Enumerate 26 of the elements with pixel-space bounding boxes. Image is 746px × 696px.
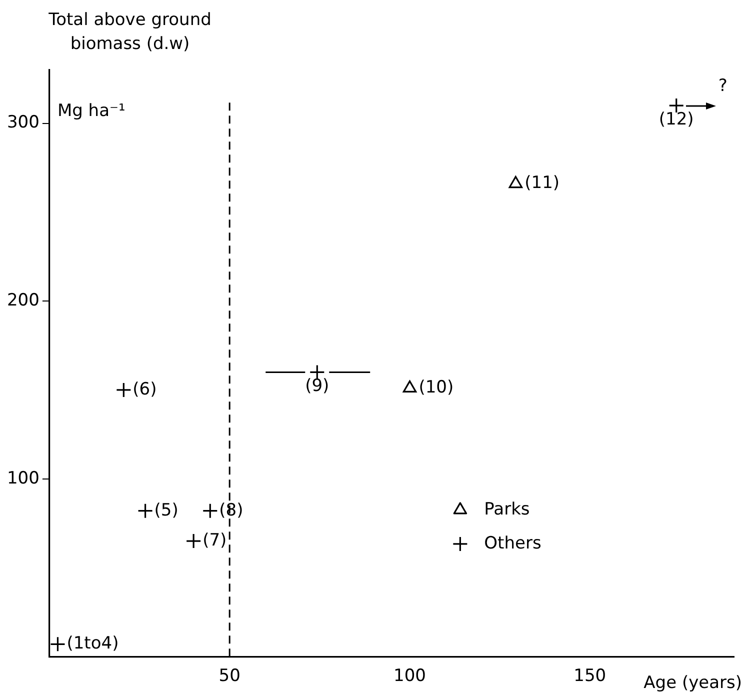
annotation: (12): [658, 109, 694, 130]
annotation: (6): [132, 379, 157, 400]
legend-label: Parks: [484, 499, 530, 520]
y-axis-title: Total above ground biomass (d.w): [48, 9, 212, 56]
annotation: (7): [202, 530, 227, 550]
point: [186, 533, 202, 549]
y-tick-label: 100: [6, 468, 40, 488]
annotation: (11): [524, 173, 560, 194]
y-tick-label: 200: [6, 290, 40, 311]
annotation: (8): [219, 500, 244, 520]
x-axis-title: Age (years): [644, 672, 742, 693]
point: [202, 503, 218, 519]
x-tick-label: 150: [574, 666, 606, 686]
legend-label: Others: [484, 533, 542, 554]
point: [137, 503, 154, 519]
point: [116, 382, 132, 398]
annotation: ?: [718, 76, 728, 96]
annotation: Mg ha⁻¹: [57, 101, 126, 122]
annotation: (1to4): [66, 634, 119, 654]
x-tick-label: 50: [218, 666, 240, 686]
annotation: (9): [305, 376, 330, 396]
annotation: (10): [418, 378, 454, 398]
point: [50, 636, 66, 652]
annotation: (5): [154, 500, 178, 520]
y-tick-label: 300: [6, 112, 40, 133]
x-tick-label: 100: [394, 666, 426, 686]
